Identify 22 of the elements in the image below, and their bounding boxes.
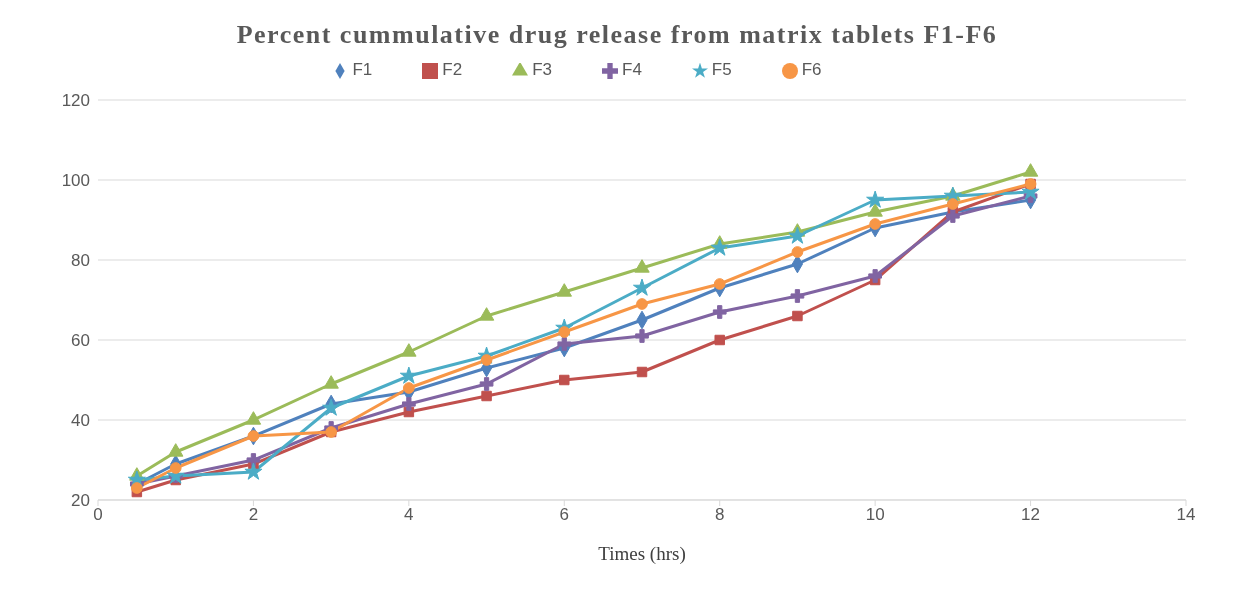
x-tick-label: 8 [714, 505, 725, 525]
y-tick-label: 40 [71, 411, 90, 431]
legend-label: F5 [711, 60, 732, 79]
x-tick-label: 0 [93, 505, 103, 525]
legend-label: F6 [801, 60, 822, 79]
chart-title: Percent cummulative drug release from matrix tablets F1-F6 [235, 20, 999, 50]
x-tick-label: 14 [1176, 505, 1196, 525]
legend-label: F1 [352, 60, 373, 79]
x-tick-label: 2 [248, 505, 259, 525]
y-tick-label: 100 [61, 171, 90, 191]
x-tick-label: 12 [1021, 505, 1041, 525]
legend-label: F4 [622, 60, 642, 79]
y-tick-label: 60 [71, 331, 90, 351]
x-axis-title: Times (hrs) [598, 543, 686, 565]
y-tick-label: 120 [61, 91, 90, 111]
y-tick-label: 20 [71, 491, 90, 511]
x-tick-label: 10 [865, 505, 885, 525]
x-tick-label: 4 [404, 505, 414, 525]
y-tick-label: 80 [71, 251, 90, 271]
x-tick-label: 6 [559, 505, 570, 525]
legend-label: F3 [532, 60, 552, 79]
legend-label: F2 [442, 60, 463, 79]
